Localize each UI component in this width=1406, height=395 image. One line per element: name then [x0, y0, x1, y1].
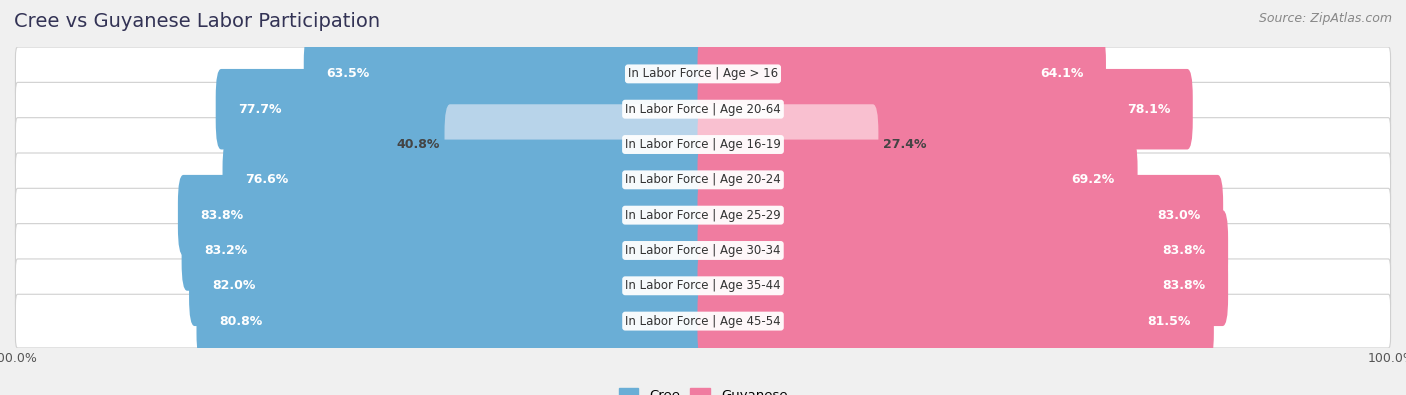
FancyBboxPatch shape — [181, 210, 709, 291]
Text: 76.6%: 76.6% — [245, 173, 288, 186]
Text: 27.4%: 27.4% — [883, 138, 927, 151]
FancyBboxPatch shape — [215, 69, 709, 149]
FancyBboxPatch shape — [697, 246, 1227, 326]
Text: In Labor Force | Age 45-54: In Labor Force | Age 45-54 — [626, 314, 780, 327]
Text: 77.7%: 77.7% — [239, 103, 283, 116]
Text: 82.0%: 82.0% — [212, 279, 254, 292]
Text: Cree vs Guyanese Labor Participation: Cree vs Guyanese Labor Participation — [14, 12, 380, 31]
Text: Source: ZipAtlas.com: Source: ZipAtlas.com — [1258, 12, 1392, 25]
FancyBboxPatch shape — [697, 139, 1137, 220]
FancyBboxPatch shape — [15, 47, 1391, 101]
FancyBboxPatch shape — [197, 281, 709, 361]
FancyBboxPatch shape — [304, 34, 709, 114]
Text: 83.0%: 83.0% — [1157, 209, 1201, 222]
Text: In Labor Force | Age 20-64: In Labor Force | Age 20-64 — [626, 103, 780, 116]
Text: 81.5%: 81.5% — [1147, 314, 1191, 327]
Text: In Labor Force | Age > 16: In Labor Force | Age > 16 — [628, 68, 778, 81]
Text: In Labor Force | Age 35-44: In Labor Force | Age 35-44 — [626, 279, 780, 292]
Text: 80.8%: 80.8% — [219, 314, 263, 327]
FancyBboxPatch shape — [15, 294, 1391, 348]
FancyBboxPatch shape — [444, 104, 709, 185]
FancyBboxPatch shape — [697, 210, 1227, 291]
Text: 83.2%: 83.2% — [204, 244, 247, 257]
Text: 64.1%: 64.1% — [1040, 68, 1083, 81]
FancyBboxPatch shape — [697, 34, 1107, 114]
Text: In Labor Force | Age 16-19: In Labor Force | Age 16-19 — [626, 138, 780, 151]
FancyBboxPatch shape — [15, 118, 1391, 171]
FancyBboxPatch shape — [697, 104, 879, 185]
FancyBboxPatch shape — [15, 188, 1391, 242]
FancyBboxPatch shape — [15, 83, 1391, 136]
Legend: Cree, Guyanese: Cree, Guyanese — [613, 383, 793, 395]
Text: 83.8%: 83.8% — [201, 209, 243, 222]
FancyBboxPatch shape — [188, 246, 709, 326]
Text: In Labor Force | Age 30-34: In Labor Force | Age 30-34 — [626, 244, 780, 257]
FancyBboxPatch shape — [15, 259, 1391, 312]
Text: 83.8%: 83.8% — [1163, 244, 1205, 257]
FancyBboxPatch shape — [179, 175, 709, 256]
Text: In Labor Force | Age 25-29: In Labor Force | Age 25-29 — [626, 209, 780, 222]
FancyBboxPatch shape — [697, 175, 1223, 256]
FancyBboxPatch shape — [697, 69, 1192, 149]
Text: 40.8%: 40.8% — [396, 138, 440, 151]
Text: 78.1%: 78.1% — [1126, 103, 1170, 116]
FancyBboxPatch shape — [15, 153, 1391, 207]
Text: 63.5%: 63.5% — [326, 68, 370, 81]
FancyBboxPatch shape — [222, 139, 709, 220]
Text: 69.2%: 69.2% — [1071, 173, 1115, 186]
Text: 83.8%: 83.8% — [1163, 279, 1205, 292]
Text: In Labor Force | Age 20-24: In Labor Force | Age 20-24 — [626, 173, 780, 186]
FancyBboxPatch shape — [15, 224, 1391, 277]
FancyBboxPatch shape — [697, 281, 1213, 361]
